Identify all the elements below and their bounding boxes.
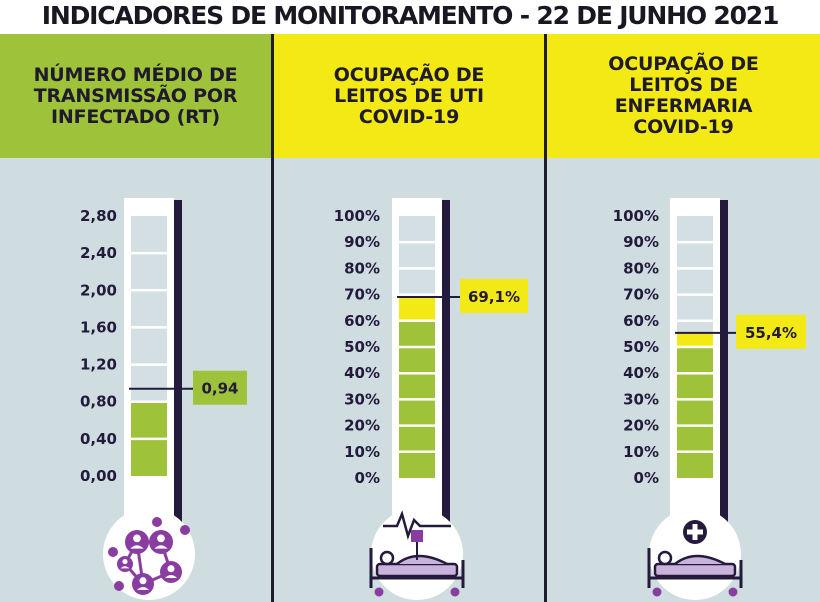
patient-body [396, 554, 448, 566]
icu-panel-header: OCUPAÇÃO DE LEITOS DE UTI COVID-19 [274, 34, 544, 158]
cross-icon [687, 524, 703, 540]
bed-frame [647, 548, 743, 588]
thermometer-shadow [440, 200, 450, 538]
person-head [167, 565, 175, 573]
network-people-icon [108, 517, 190, 595]
value-box [736, 314, 806, 349]
bed-frame [369, 548, 465, 588]
thermometer-fill [677, 347, 713, 478]
person-body [130, 545, 144, 549]
person-head [139, 577, 147, 585]
tick-label: 10% [344, 443, 380, 461]
bed-mattress [653, 562, 737, 578]
network-dot [152, 517, 162, 527]
tick-label: 70% [623, 286, 659, 304]
person-head [133, 534, 141, 543]
bed-mattress [375, 562, 459, 578]
page-title: INDICADORES DE MONITORAMENTO - 22 DE JUN… [41, 1, 780, 30]
ward-thermometer-chart: 100% 90% 80% 70% 60% 50% 40% 30% 20% 10% 0% 55,4% [613, 198, 806, 600]
tick-label: 10% [623, 443, 659, 461]
patient-head [657, 550, 673, 566]
icu-panel: OCUPAÇÃO DE LEITOS DE UTI COVID-19 100% 9… [274, 34, 544, 602]
bed-wheel [374, 587, 384, 597]
hospital-bed-cross-icon [647, 520, 743, 597]
person-body [120, 566, 130, 569]
network-dot [114, 581, 124, 591]
ward-panel-header: OCUPAÇÃO DE LEITOS DE ENFERMARIA COVID-1… [547, 34, 820, 158]
ward-panel: OCUPAÇÃO DE LEITOS DE ENFERMARIA COVID-1… [547, 34, 820, 602]
ward-panel-title: OCUPAÇÃO DE LEITOS DE ENFERMARIA COVID-1… [608, 53, 759, 138]
icu-panel-title: OCUPAÇÃO DE LEITOS DE UTI COVID-19 [333, 63, 485, 128]
rt-panel-header: NÚMERO MÉDIO DE TRANSMISSÃO POR INFECTAD… [0, 34, 271, 158]
tick-label: 90% [344, 233, 380, 251]
icu-thermometer-chart: 100% 90% 80% 70% 60% 50% 40% 30% 20% 10% 0% 69,1% [334, 198, 528, 600]
patient-head [379, 550, 395, 566]
tick-label: 0,00 [80, 467, 117, 485]
tick-label: 40% [344, 364, 380, 382]
thermometer: 2,80 2,40 2,00 1,60 1,20 0,80 0,40 0,00 0,94 [80, 198, 247, 600]
thermometer-partial-fill [399, 296, 435, 321]
iv-bag [411, 530, 423, 542]
tick-label: 2,40 [80, 244, 117, 262]
panel-divider-2 [544, 34, 547, 602]
tick-label: 100% [613, 207, 659, 225]
tick-label: 1,60 [80, 318, 117, 336]
tick-label: 0,80 [80, 393, 117, 411]
tick-label: 1,20 [80, 356, 117, 374]
tick-label: 20% [623, 417, 659, 435]
thermometer-shadow [718, 200, 728, 538]
network-dot [108, 547, 118, 557]
tick-label: 100% [334, 207, 380, 225]
value-box [460, 278, 528, 313]
person-body [136, 587, 150, 591]
value-label: 55,4% [745, 324, 797, 342]
thermometer-partial-fill [677, 332, 713, 347]
person-body [164, 575, 178, 579]
tick-label: 80% [623, 259, 659, 277]
rt-panel-title: NÚMERO MÉDIO DE TRANSMISSÃO POR INFECTAD… [33, 63, 238, 128]
tick-label: 0,40 [80, 430, 117, 448]
tick-label: 50% [623, 338, 659, 356]
bed-wheel [450, 587, 460, 597]
tick-label: 30% [344, 390, 380, 408]
tick-label: 60% [344, 312, 380, 330]
tick-label: 50% [344, 338, 380, 356]
tick-label: 2,80 [80, 207, 117, 225]
bed-wheel [652, 587, 662, 597]
person-head [122, 559, 128, 565]
tick-label: 60% [623, 312, 659, 330]
thermometer: 100% 90% 80% 70% 60% 50% 40% 30% 20% 10% 0% 69,1% [334, 198, 528, 600]
tick-label: 90% [623, 233, 659, 251]
tick-label: 20% [344, 417, 380, 435]
panel-divider-1 [271, 34, 274, 602]
value-label: 69,1% [468, 288, 520, 306]
patient-body [674, 554, 726, 566]
icu-bed-monitor-icon [369, 510, 465, 597]
thermometer: 100% 90% 80% 70% 60% 50% 40% 30% 20% 10% 0% 55,4% [613, 198, 806, 600]
value-box [193, 370, 247, 405]
tick-label: 0% [634, 469, 659, 487]
rt-panel: NÚMERO MÉDIO DE TRANSMISSÃO POR INFECTAD… [0, 34, 271, 602]
person-head [157, 534, 165, 543]
tick-label: 30% [623, 390, 659, 408]
network-dot [180, 525, 190, 535]
person-body [154, 545, 168, 549]
tick-label: 70% [344, 286, 380, 304]
tick-label: 0% [355, 469, 380, 487]
tick-label: 40% [623, 364, 659, 382]
value-label: 0,94 [201, 380, 238, 398]
heartbeat-line [383, 510, 451, 541]
rt-thermometer-chart: 2,80 2,40 2,00 1,60 1,20 0,80 0,40 0,00 0,94 [80, 198, 247, 600]
thermometer-shadow [172, 200, 182, 536]
tick-label: 80% [344, 259, 380, 277]
bed-wheel [728, 587, 738, 597]
tick-label: 2,00 [80, 281, 117, 299]
